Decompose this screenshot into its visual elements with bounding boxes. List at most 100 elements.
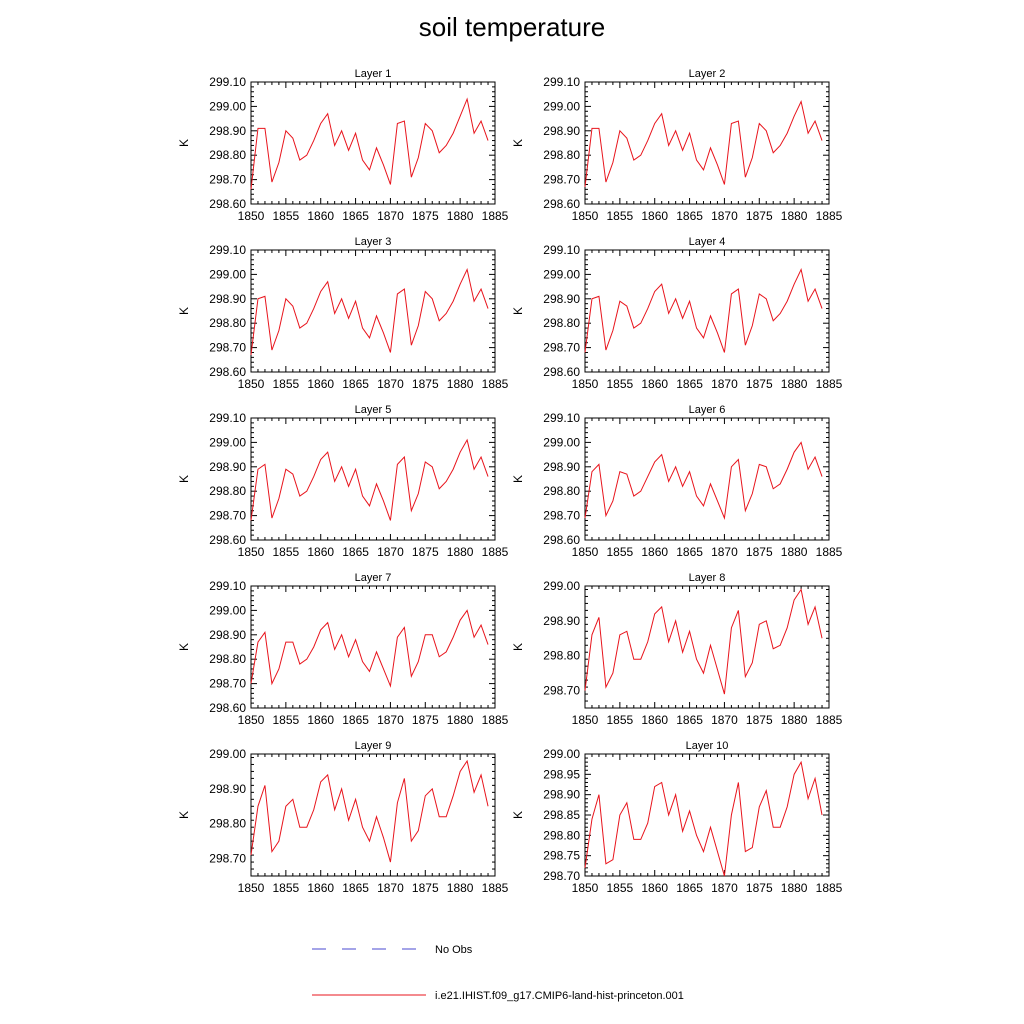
y-tick-label: 299.10 — [209, 579, 246, 593]
y-tick-label: 298.85 — [543, 808, 580, 822]
x-tick-label: 1870 — [711, 545, 738, 559]
panel-layer-2: Layer 2 K 1850 1855 1860 1865 1870 1875 1880 1885… — [511, 68, 843, 223]
x-tick-label: 1880 — [447, 713, 474, 727]
x-tick-label: 1870 — [711, 377, 738, 391]
x-tick-label: 1850 — [238, 713, 265, 727]
plot-frame — [584, 585, 830, 709]
model-series-line — [250, 609, 489, 688]
x-tick-label: 1860 — [307, 209, 334, 223]
legend-label: No Obs — [435, 944, 473, 956]
x-tick-label: 1870 — [377, 209, 404, 223]
panel-title: Layer 6 — [689, 404, 726, 416]
x-tick-label: 1865 — [676, 545, 703, 559]
y-tick-label: 298.90 — [209, 460, 246, 474]
model-series-line — [584, 588, 823, 695]
x-tick-label: 1870 — [377, 377, 404, 391]
y-tick-label: 298.70 — [209, 852, 246, 866]
y-tick-label: 298.90 — [543, 614, 580, 628]
y-tick-label: 299.00 — [209, 435, 246, 449]
x-tick-label: 1875 — [412, 209, 439, 223]
y-tick-label: 298.60 — [543, 365, 580, 379]
y-tick-label: 298.80 — [543, 828, 580, 842]
x-tick-label: 1880 — [447, 545, 474, 559]
plot-frame — [250, 81, 496, 205]
x-tick-label: 1875 — [412, 377, 439, 391]
y-tick-label: 298.90 — [543, 788, 580, 802]
plot-frame — [584, 753, 830, 877]
x-tick-label: 1850 — [238, 209, 265, 223]
y-tick-label: 299.10 — [543, 75, 580, 89]
x-tick-label: 1880 — [447, 377, 474, 391]
x-tick-label: 1880 — [781, 713, 808, 727]
legend-label: i.e21.IHIST.f09_g17.CMIP6-land-hist-prin… — [435, 990, 684, 1002]
y-tick-label: 298.70 — [209, 677, 246, 691]
model-series-line — [584, 441, 823, 520]
plot-frame — [584, 249, 830, 373]
panel-layer-6: Layer 6 K 1850 1855 1860 1865 1870 1875 1880 1885… — [511, 404, 843, 559]
y-axis-label: K — [511, 139, 525, 147]
plot-frame — [250, 753, 496, 877]
x-tick-label: 1855 — [273, 881, 300, 895]
y-tick-label: 299.10 — [543, 243, 580, 257]
x-tick-label: 1885 — [816, 881, 843, 895]
y-tick-label: 298.60 — [543, 533, 580, 547]
x-tick-label: 1855 — [607, 713, 634, 727]
x-tick-label: 1885 — [816, 377, 843, 391]
x-tick-label: 1855 — [607, 545, 634, 559]
y-tick-label: 298.60 — [209, 533, 246, 547]
y-tick-label: 298.80 — [209, 817, 246, 831]
x-tick-label: 1850 — [238, 377, 265, 391]
y-axis-label: K — [177, 811, 191, 819]
y-tick-label: 299.00 — [543, 747, 580, 761]
x-tick-label: 1865 — [342, 713, 369, 727]
y-tick-label: 298.70 — [543, 509, 580, 523]
model-series-line — [584, 760, 823, 877]
y-tick-label: 298.80 — [209, 484, 246, 498]
x-tick-label: 1875 — [746, 545, 773, 559]
y-tick-label: 298.90 — [543, 124, 580, 138]
model-series-line — [250, 267, 489, 355]
model-series-line — [250, 438, 489, 521]
y-tick-label: 298.90 — [209, 292, 246, 306]
x-tick-label: 1870 — [711, 881, 738, 895]
x-tick-label: 1880 — [781, 545, 808, 559]
panel-title: Layer 5 — [355, 404, 392, 416]
y-tick-label: 298.70 — [209, 509, 246, 523]
x-tick-label: 1875 — [746, 209, 773, 223]
y-axis-label: K — [177, 139, 191, 147]
y-tick-label: 299.00 — [543, 99, 580, 113]
x-tick-label: 1855 — [273, 209, 300, 223]
y-tick-label: 298.80 — [209, 316, 246, 330]
model-series-line — [584, 99, 823, 187]
x-tick-label: 1875 — [746, 713, 773, 727]
x-tick-label: 1880 — [781, 881, 808, 895]
x-tick-label: 1860 — [641, 545, 668, 559]
y-tick-label: 298.70 — [209, 341, 246, 355]
panel-title: Layer 9 — [355, 740, 392, 752]
x-tick-label: 1860 — [307, 545, 334, 559]
y-tick-label: 299.00 — [209, 603, 246, 617]
x-tick-label: 1865 — [676, 881, 703, 895]
panel-title: Layer 7 — [355, 572, 392, 584]
panel-layer-5: Layer 5 K 1850 1855 1860 1865 1870 1875 1880 1885… — [177, 404, 509, 559]
x-tick-label: 1860 — [307, 713, 334, 727]
x-tick-label: 1860 — [641, 713, 668, 727]
panel-title: Layer 2 — [689, 68, 726, 80]
y-tick-label: 299.00 — [543, 267, 580, 281]
y-tick-label: 298.80 — [543, 484, 580, 498]
model-series-line — [250, 759, 489, 863]
y-axis-label: K — [177, 307, 191, 315]
x-tick-label: 1855 — [273, 713, 300, 727]
chart-panels: Layer 1 K 1850 1855 1860 1865 1870 1875 1880 1885… — [177, 68, 843, 895]
panel-layer-8: Layer 8 K 1850 1855 1860 1865 1870 1875 1880 1885… — [511, 572, 843, 727]
y-tick-label: 298.90 — [543, 292, 580, 306]
model-series-line — [584, 267, 823, 353]
y-tick-label: 299.00 — [209, 267, 246, 281]
x-tick-label: 1850 — [572, 209, 599, 223]
x-tick-label: 1860 — [641, 377, 668, 391]
x-tick-label: 1860 — [307, 377, 334, 391]
x-tick-label: 1850 — [572, 881, 599, 895]
y-tick-label: 299.10 — [209, 243, 246, 257]
x-tick-label: 1880 — [447, 881, 474, 895]
y-tick-label: 298.80 — [209, 652, 246, 666]
